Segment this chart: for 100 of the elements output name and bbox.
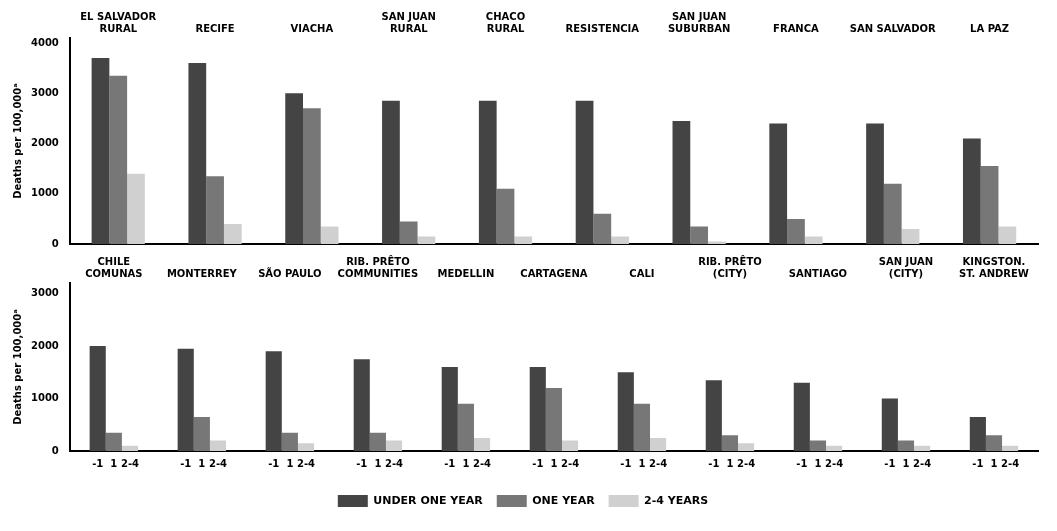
x-tick-label: LA PAZ <box>970 22 1010 34</box>
x-tick-label: RESISTENCIA <box>565 22 640 34</box>
bar <box>529 367 546 451</box>
bar <box>105 432 122 451</box>
text: -1 <box>620 457 632 469</box>
y-tick-label: 1000 <box>30 392 59 404</box>
bar <box>708 241 726 244</box>
bar <box>980 166 999 244</box>
bar <box>650 437 667 451</box>
bar <box>561 440 579 451</box>
text: 1 <box>198 457 206 469</box>
x-tick-label: CALI <box>629 267 655 279</box>
bar <box>804 236 823 244</box>
text: 2-4 <box>296 457 316 469</box>
bar <box>881 398 898 451</box>
text: 1 <box>814 457 822 469</box>
legend-label: ONE YEAR <box>532 493 596 507</box>
y-tick-label: 0 <box>51 237 59 249</box>
x-tick-label: CHILE COMUNAS <box>85 255 143 279</box>
bar <box>369 432 386 451</box>
bar <box>914 445 931 451</box>
text: -1 <box>796 457 808 469</box>
x-tick-label: KINGSTON. ST. ANDREW <box>959 255 1029 279</box>
bar <box>897 440 915 451</box>
text: 2-4 <box>561 457 580 469</box>
bar <box>575 100 594 244</box>
text: -1 <box>708 457 720 469</box>
bar <box>793 382 810 451</box>
bar <box>281 432 298 451</box>
bar <box>121 445 139 451</box>
legend-label: 2-4 YEARS <box>644 493 709 507</box>
bar <box>617 372 634 451</box>
bar <box>303 108 321 244</box>
text: 1 <box>550 457 558 469</box>
bar <box>417 236 436 244</box>
text: 2-4 <box>649 457 668 469</box>
bar <box>399 221 418 244</box>
bar <box>883 183 902 244</box>
bar <box>705 380 722 451</box>
bar <box>382 100 400 244</box>
text: 1 <box>374 457 382 469</box>
bar <box>320 226 339 244</box>
x-tick-label: MONTERREY <box>166 267 238 279</box>
text: 1 <box>990 457 998 469</box>
bar <box>478 100 497 244</box>
text: 1 <box>286 457 294 469</box>
text: 2-4 <box>120 457 140 469</box>
y-tick-label: 3000 <box>30 86 59 98</box>
bar <box>285 93 303 244</box>
x-tick-label: RIB. PRÊTO COMMUNITIES <box>337 254 419 279</box>
x-tick-label: SANTIAGO <box>788 267 848 279</box>
y-tick-label: 1000 <box>30 187 59 199</box>
bar <box>473 437 491 451</box>
bar <box>109 75 128 244</box>
text: 2-4 <box>737 457 756 469</box>
text: -1 <box>356 457 368 469</box>
bar <box>998 226 1017 244</box>
bar <box>177 348 194 451</box>
text: 1 <box>110 457 118 469</box>
text: 2-4 <box>913 457 932 469</box>
bar <box>1002 445 1019 451</box>
bar <box>457 403 474 451</box>
x-tick-label: RIB. PRÊTO (CITY) <box>698 254 762 279</box>
bar <box>385 440 403 451</box>
text: 2-4 <box>208 457 228 469</box>
bar <box>721 435 739 451</box>
bar <box>901 228 920 244</box>
x-tick-label: SAN JUAN (CITY) <box>878 255 934 279</box>
bar <box>690 226 709 244</box>
text: 2-4 <box>825 457 844 469</box>
bar <box>514 236 533 244</box>
bar <box>809 440 827 451</box>
text: 2-4 <box>384 457 404 469</box>
x-tick-label: SAN SALVADOR <box>849 22 937 34</box>
bar <box>297 443 315 451</box>
x-tick-label: EL SALVADOR RURAL <box>80 10 157 34</box>
bar <box>441 367 458 451</box>
text: 1 <box>726 457 734 469</box>
bar <box>787 218 805 244</box>
bar <box>985 435 1003 451</box>
legend-label: UNDER ONE YEAR <box>373 493 484 507</box>
y-tick-label: 3000 <box>30 287 59 299</box>
bar <box>127 173 145 244</box>
x-tick-label: RECIFE <box>195 22 235 34</box>
y-axis-title: Deaths per 100,000ᵃ <box>11 82 23 199</box>
bar <box>866 123 884 244</box>
y-tick-label: 4000 <box>30 36 59 48</box>
bar <box>206 176 224 244</box>
y-tick-label: 2000 <box>30 137 59 149</box>
x-tick-label: SÃO PAULO <box>258 266 322 279</box>
bar <box>188 63 207 244</box>
bar <box>962 138 981 244</box>
x-tick-label: VIACHA <box>290 22 334 34</box>
bar <box>633 403 650 451</box>
x-tick-label: SAN JUAN RURAL <box>381 10 436 34</box>
text: 2-4 <box>1001 457 1020 469</box>
x-tick-label: SAN JUAN SUBURBAN <box>667 10 731 34</box>
bar <box>969 416 986 451</box>
bar <box>769 123 788 244</box>
y-tick-label: 2000 <box>30 339 59 351</box>
